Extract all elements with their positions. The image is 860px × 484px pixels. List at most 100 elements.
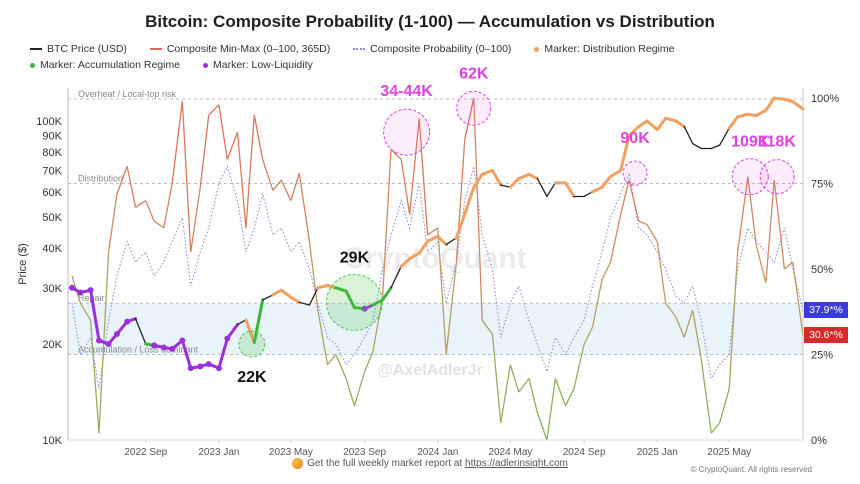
composite-minmax-segment (218, 104, 228, 160)
legend: BTC Price (USD) Composite Min-Max (0–100… (30, 41, 850, 73)
btc-price-segment (262, 294, 274, 301)
btc-price-segment (754, 108, 768, 118)
btc-price-segment (637, 119, 649, 129)
composite-minmax-segment (528, 378, 538, 413)
copyright: © CryptoQuant. All rights reserved (690, 465, 813, 474)
legend-item-accumulation: Marker: Accumulation Regime (30, 57, 180, 73)
x-tick-label: 2024 Sep (563, 447, 606, 458)
legend-item-minmax: Composite Min-Max (0–100, 365D) (149, 41, 330, 57)
btc-price-segment (279, 288, 293, 299)
btc-price-segment (399, 257, 412, 268)
composite-minmax-segment (491, 333, 502, 423)
btc-price-segment (371, 298, 385, 307)
last-value-minmax-badge: 30.6*% (804, 327, 848, 344)
annotation-circle (456, 90, 492, 126)
composite-minmax-segment (181, 101, 192, 252)
composite-minmax-segment (199, 115, 210, 187)
composite-minmax-segment (546, 378, 556, 441)
composite-minmax-segment (372, 296, 384, 352)
btc-price-segment (692, 142, 702, 150)
btc-price-segment (417, 239, 430, 255)
btc-price-segment (718, 127, 730, 146)
composite-minmax-segment (253, 114, 264, 160)
annotation-label: 118K (759, 134, 797, 151)
x-tick-label: 2023 Jan (198, 447, 239, 458)
annotation-circle (759, 159, 795, 195)
low-liquidity-marker (179, 337, 186, 344)
annotation-label: 90K (620, 130, 650, 147)
annotation-circle (383, 108, 431, 156)
reference-line-label: Overheat / Local-top risk (78, 89, 177, 99)
y-axis-label: Price ($) (17, 243, 29, 285)
composite-minmax-segment (609, 214, 622, 263)
btc-price-segment (454, 212, 467, 240)
y-left-tick-label: 30K (42, 283, 62, 295)
annotation-circle (325, 273, 383, 331)
composite-minmax-segment (675, 316, 685, 338)
annotation-label: 29K (340, 249, 370, 266)
x-tick-label: 2024 Jan (417, 447, 458, 458)
composite-minmax-segment (783, 261, 794, 270)
btc-price-segment (627, 125, 641, 138)
low-liquidity-marker (113, 330, 120, 337)
reference-line-label: Distribution (78, 174, 123, 184)
btc-price-segment (564, 181, 576, 198)
y-left-tick-label: 100K (36, 116, 62, 128)
btc-price-segment (546, 182, 556, 198)
composite-minmax-segment (481, 319, 493, 335)
low-liquidity-marker (124, 318, 131, 325)
composite-minmax-segment (298, 173, 311, 242)
low-liquidity-marker (69, 284, 75, 291)
btc-price-segment (736, 112, 750, 119)
composite-minmax-segment (665, 302, 677, 318)
composite-minmax-segment (381, 149, 392, 297)
y-left-tick-label: 70K (42, 165, 62, 177)
btc-price-segment (508, 177, 521, 189)
btc-price-segment (244, 318, 256, 345)
composite-minmax-segment (135, 200, 147, 208)
btc-price-segment (527, 172, 539, 181)
composite-minmax-segment (646, 224, 658, 242)
orange-circle-icon (292, 458, 304, 469)
y-right-tick-label: 75% (811, 179, 833, 191)
btc-price-segment (426, 234, 440, 243)
composite-minmax-segment (747, 176, 757, 246)
x-tick-label: 2024 May (488, 447, 532, 458)
composite-minmax-segment (564, 388, 575, 407)
low-liquidity-marker (224, 335, 231, 342)
annotation-label: 22K (237, 369, 267, 386)
annotation-circle (238, 330, 266, 358)
composite-minmax-segment (692, 309, 702, 359)
composite-minmax-segment (190, 186, 201, 252)
annotation-label: 109K (731, 134, 770, 151)
btc-price-segment (289, 295, 301, 304)
report-link[interactable]: https://adlerinsight.com (465, 458, 568, 470)
composite-minmax-segment (719, 388, 730, 424)
legend-item-low-liquidity: Marker: Low-Liquidity (202, 57, 313, 73)
composite-minmax-segment (89, 320, 100, 434)
btc-price-segment (271, 288, 283, 297)
legend-item-price: BTC Price (USD) (30, 41, 127, 57)
btc-price-segment (480, 168, 494, 176)
btc-price-segment (217, 337, 229, 370)
composite-minmax-segment (518, 378, 530, 393)
x-tick-label: 2023 May (269, 447, 313, 458)
y-left-tick-label: 40K (42, 243, 62, 255)
x-tick-label: 2025 May (707, 447, 751, 458)
low-liquidity-marker (77, 289, 84, 296)
composite-minmax-segment (728, 251, 739, 389)
composite-minmax-segment (317, 309, 329, 365)
reference-line-label: Accumulation / Loss dominant (78, 345, 199, 355)
composite-minmax-segment (418, 118, 429, 235)
btc-price-segment (134, 318, 147, 345)
composite-minmax-segment (400, 159, 411, 215)
composite-minmax-segment (272, 179, 282, 191)
composite-minmax-segment (335, 354, 347, 379)
composite-minmax-segment (290, 173, 300, 201)
low-liquidity-marker (151, 342, 158, 349)
low-liquidity-marker (361, 305, 368, 312)
btc-price-segment (344, 289, 356, 310)
composite-minmax-segment (591, 279, 603, 328)
btc-price-segment (772, 96, 786, 101)
composite-minmax-segment (583, 326, 594, 345)
